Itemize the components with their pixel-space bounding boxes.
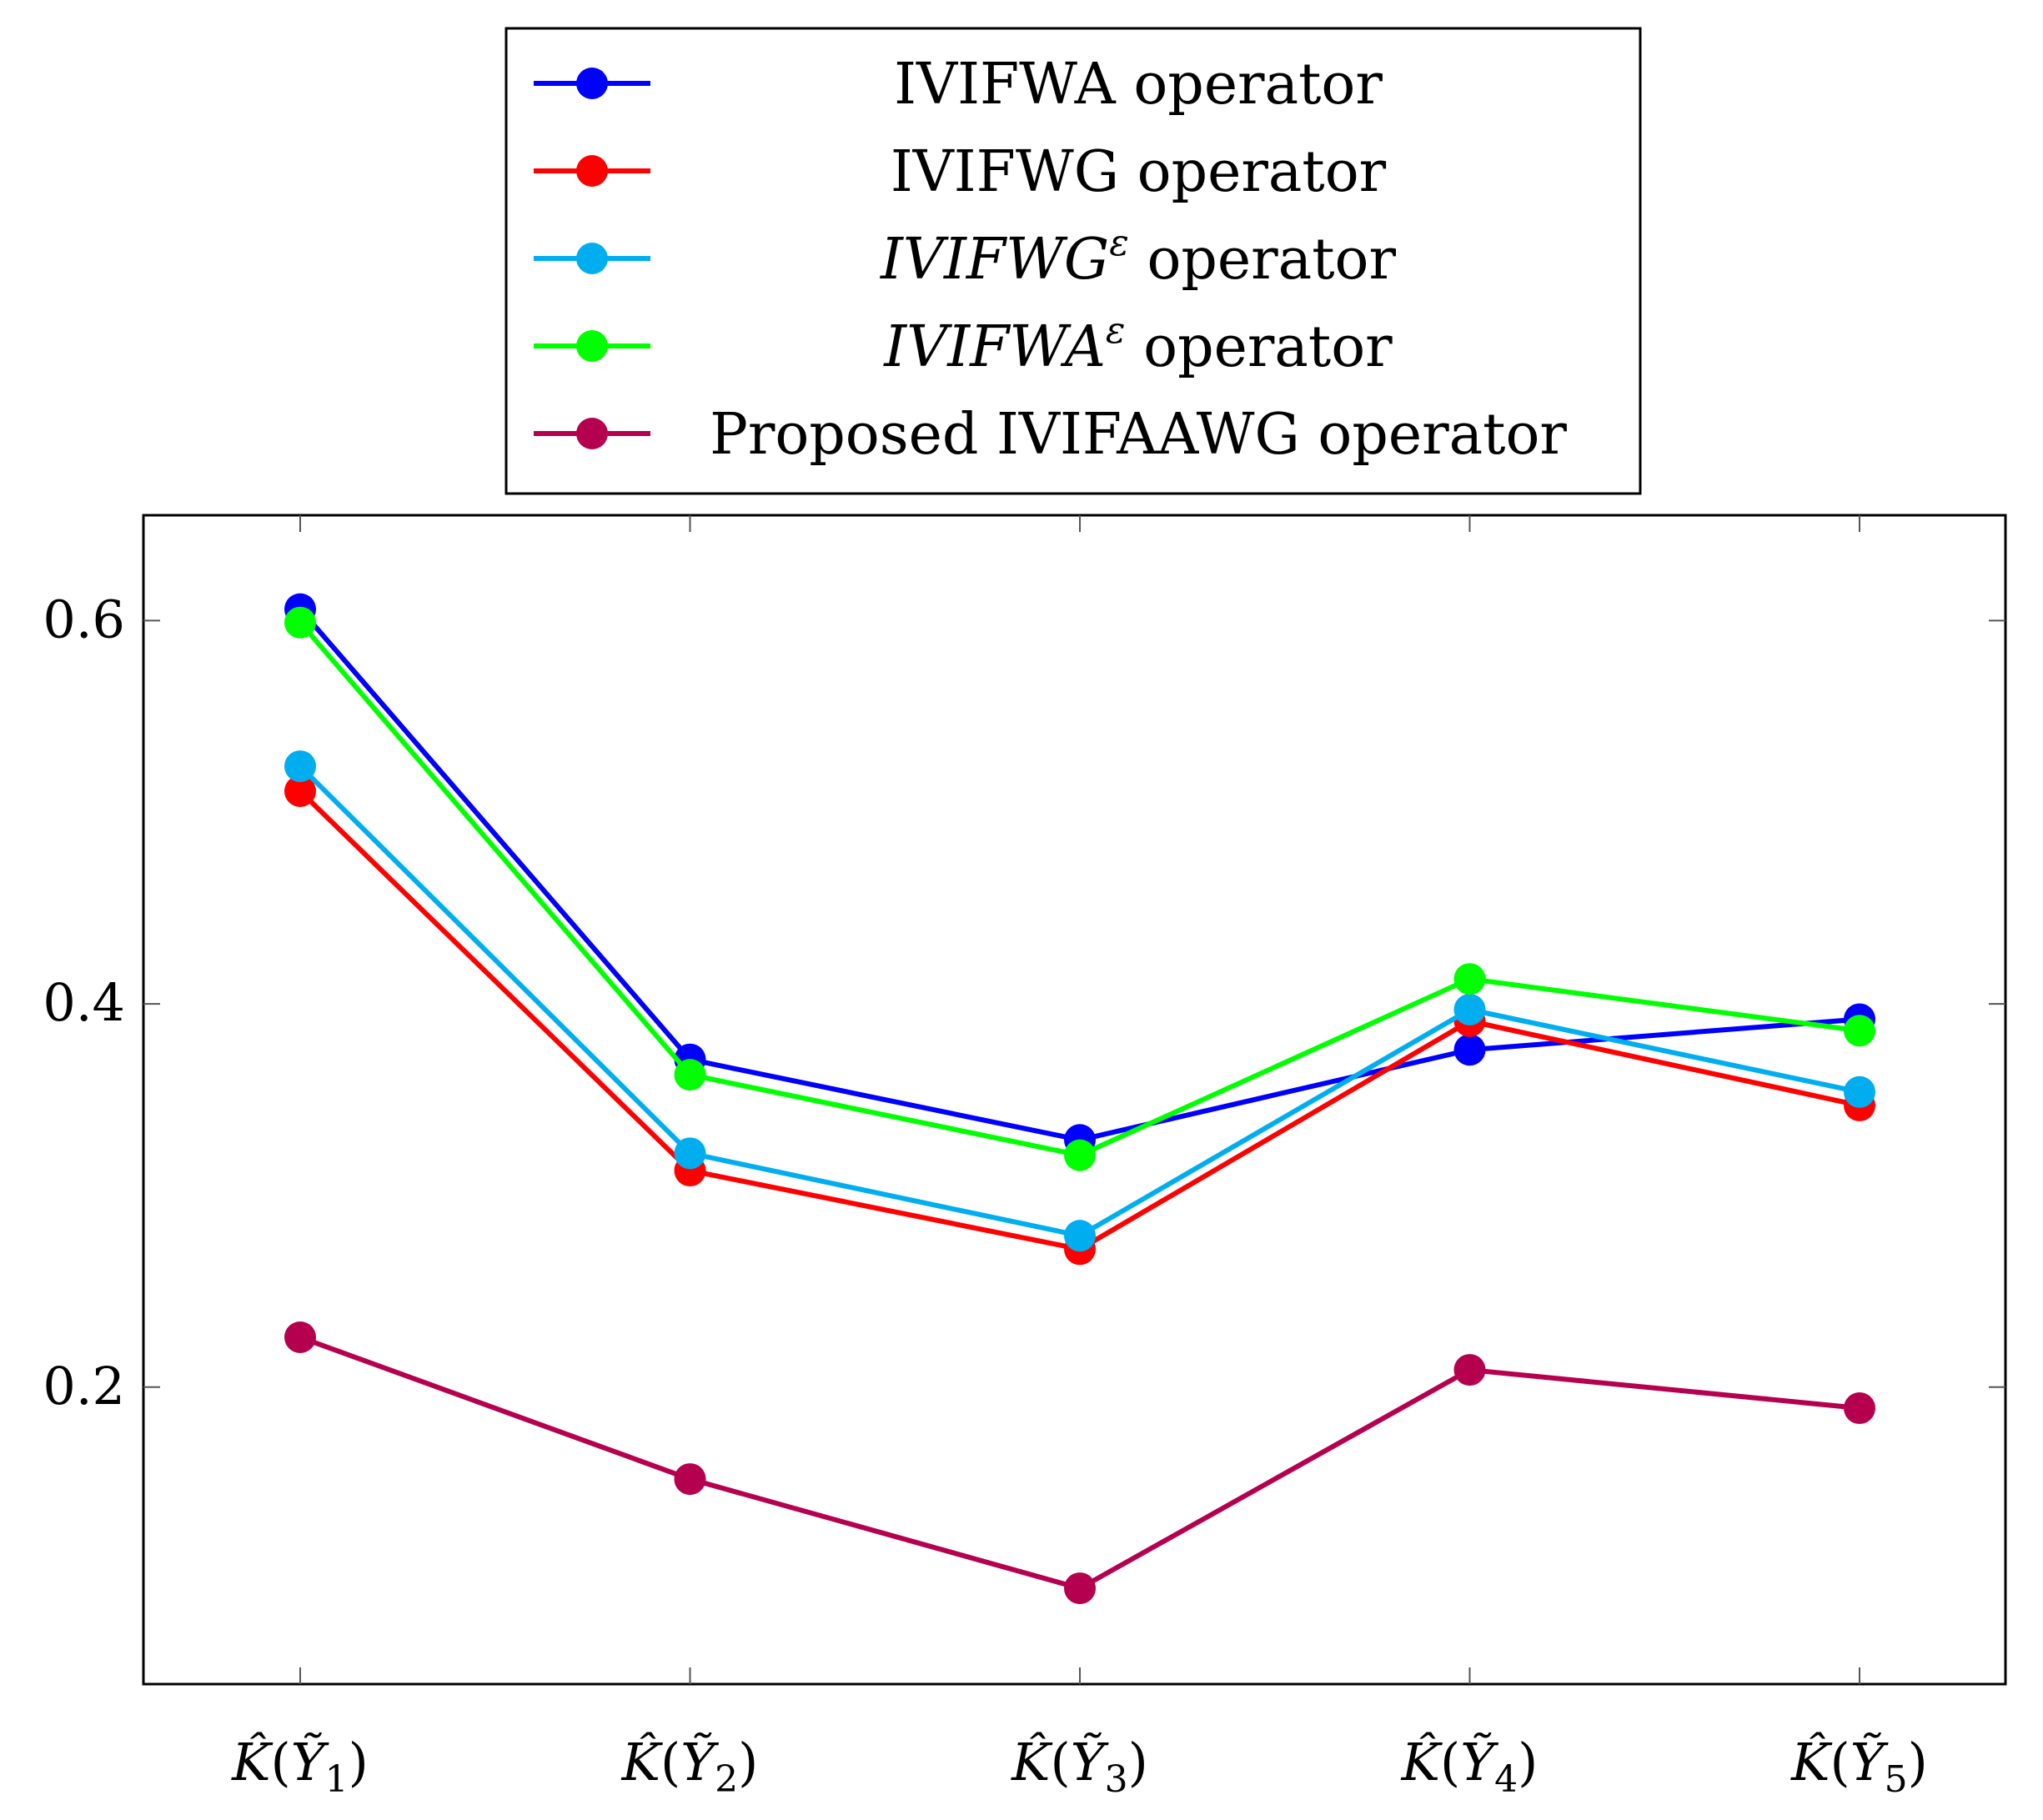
legend-entry: IVIFWA operator xyxy=(534,52,1383,118)
axes: 0.2 0.4 0.6 K̂(Ỹ1) K̂(Ỹ2) K̂(Ỹ3) K̂(Ỹ4) K̂(… xyxy=(43,514,2007,1801)
data-point xyxy=(1064,1139,1096,1171)
series-line xyxy=(298,620,1860,1158)
data-point xyxy=(1844,1015,1875,1047)
series-line xyxy=(299,1335,1860,1592)
legend-swatch-marker xyxy=(576,68,608,99)
series-line xyxy=(298,789,1860,1252)
legend-swatch-marker xyxy=(576,418,608,449)
legend-swatch-marker xyxy=(576,243,608,274)
data-point xyxy=(1844,1075,1875,1108)
y-tick-label: 0.2 xyxy=(43,1356,125,1416)
plot-frame xyxy=(142,514,2007,1686)
data-point xyxy=(284,775,316,807)
data-point xyxy=(1844,1392,1875,1425)
data-point xyxy=(284,606,316,639)
data-point xyxy=(1453,963,1486,995)
y-tick-label: 0.4 xyxy=(43,972,125,1033)
y-tick-label: 0.6 xyxy=(43,589,125,649)
legend-label: IVIFWA operator xyxy=(894,52,1383,118)
series-5 xyxy=(284,1321,1875,1605)
x-tick-label: K̂(Ỹ3) xyxy=(1011,1732,1148,1801)
x-tick-label: K̂(Ỹ4) xyxy=(1401,1732,1539,1801)
legend: IVIFWA operator IVIFWG operator IVIFWGε op… xyxy=(504,27,1642,495)
series-2 xyxy=(284,775,1875,1266)
x-tick-label: K̂(Ỹ5) xyxy=(1790,1732,1928,1801)
series-4 xyxy=(284,606,1875,1171)
data-point xyxy=(674,1463,706,1496)
legend-swatch-marker xyxy=(576,155,608,187)
data-point xyxy=(1453,1354,1486,1386)
data-point xyxy=(284,1321,316,1353)
legend-label: IVIFWGε operator xyxy=(879,222,1396,293)
data-point xyxy=(1453,1034,1486,1066)
legend-entry: IVIFWAε operator xyxy=(534,309,1393,380)
data-point xyxy=(1064,1572,1096,1605)
series-1 xyxy=(284,593,1875,1156)
legend-entry: IVIFWGε operator xyxy=(534,222,1396,293)
legend-label: Proposed IVIFAAWG operator xyxy=(710,402,1567,468)
x-tick-label: K̂(Ỹ1) xyxy=(231,1732,369,1801)
series-group xyxy=(284,593,1875,1605)
data-point xyxy=(284,750,316,783)
legend-label: IVIFWAε operator xyxy=(882,309,1393,380)
series-3 xyxy=(284,750,1875,1252)
legend-label: IVIFWG operator xyxy=(891,139,1387,205)
legend-entry: IVIFWG operator xyxy=(534,139,1387,205)
series-line xyxy=(298,607,1860,1143)
legend-entry: Proposed IVIFAAWG operator xyxy=(534,402,1567,468)
data-point xyxy=(674,1059,706,1091)
data-point xyxy=(1064,1220,1096,1252)
legend-swatch-marker xyxy=(576,330,608,362)
legend-box xyxy=(504,27,1642,495)
x-tick-label: K̂(Ỹ2) xyxy=(621,1732,759,1801)
data-point xyxy=(674,1137,706,1170)
data-point xyxy=(1453,993,1486,1025)
